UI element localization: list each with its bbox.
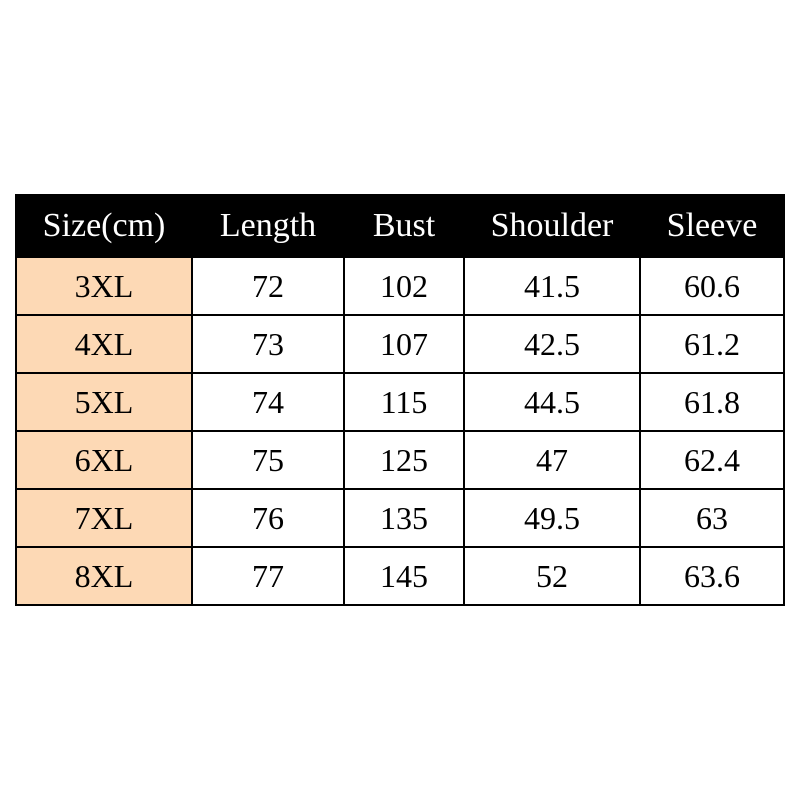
sleeve-cell: 63.6: [640, 547, 784, 605]
bust-cell: 102: [344, 257, 464, 315]
col-header-shoulder: Shoulder: [464, 195, 640, 257]
length-cell: 77: [192, 547, 344, 605]
sleeve-cell: 61.2: [640, 315, 784, 373]
col-header-length: Length: [192, 195, 344, 257]
shoulder-cell: 41.5: [464, 257, 640, 315]
bust-cell: 107: [344, 315, 464, 373]
length-cell: 76: [192, 489, 344, 547]
bust-cell: 135: [344, 489, 464, 547]
shoulder-cell: 47: [464, 431, 640, 489]
table-row: 4XL 73 107 42.5 61.2: [16, 315, 784, 373]
table-header: Size(cm) Length Bust Shoulder Sleeve: [16, 195, 784, 257]
col-header-sleeve: Sleeve: [640, 195, 784, 257]
table-row: 6XL 75 125 47 62.4: [16, 431, 784, 489]
sleeve-cell: 62.4: [640, 431, 784, 489]
shoulder-cell: 49.5: [464, 489, 640, 547]
size-chart-table: Size(cm) Length Bust Shoulder Sleeve 3XL…: [15, 194, 785, 606]
size-cell: 7XL: [16, 489, 192, 547]
sleeve-cell: 61.8: [640, 373, 784, 431]
length-cell: 74: [192, 373, 344, 431]
length-cell: 75: [192, 431, 344, 489]
col-header-size: Size(cm): [16, 195, 192, 257]
size-cell: 6XL: [16, 431, 192, 489]
header-row: Size(cm) Length Bust Shoulder Sleeve: [16, 195, 784, 257]
bust-cell: 145: [344, 547, 464, 605]
col-header-bust: Bust: [344, 195, 464, 257]
bust-cell: 115: [344, 373, 464, 431]
size-cell: 4XL: [16, 315, 192, 373]
length-cell: 72: [192, 257, 344, 315]
size-cell: 8XL: [16, 547, 192, 605]
table-body: 3XL 72 102 41.5 60.6 4XL 73 107 42.5 61.…: [16, 257, 784, 605]
sleeve-cell: 63: [640, 489, 784, 547]
table-row: 8XL 77 145 52 63.6: [16, 547, 784, 605]
canvas: Size(cm) Length Bust Shoulder Sleeve 3XL…: [0, 0, 800, 800]
table-row: 5XL 74 115 44.5 61.8: [16, 373, 784, 431]
shoulder-cell: 42.5: [464, 315, 640, 373]
size-cell: 3XL: [16, 257, 192, 315]
table-row: 7XL 76 135 49.5 63: [16, 489, 784, 547]
size-cell: 5XL: [16, 373, 192, 431]
shoulder-cell: 44.5: [464, 373, 640, 431]
table-row: 3XL 72 102 41.5 60.6: [16, 257, 784, 315]
shoulder-cell: 52: [464, 547, 640, 605]
bust-cell: 125: [344, 431, 464, 489]
length-cell: 73: [192, 315, 344, 373]
sleeve-cell: 60.6: [640, 257, 784, 315]
